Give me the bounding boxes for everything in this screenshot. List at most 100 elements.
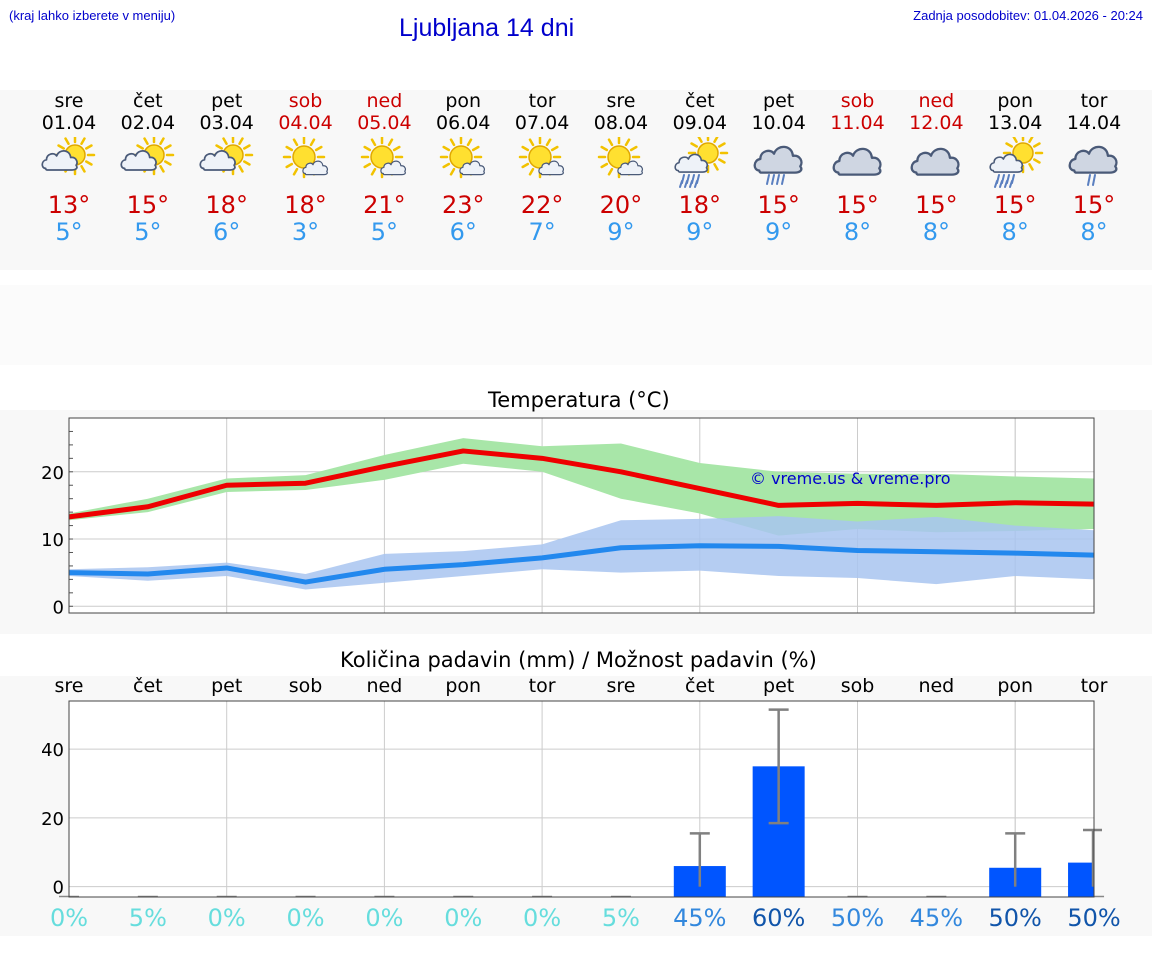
sun-small-cloud-icon	[440, 137, 486, 179]
min-temperature: 3°	[291, 218, 320, 246]
day-date: 01.04	[41, 112, 97, 134]
min-temperature: 8°	[1001, 218, 1029, 246]
max-temperature: 21°	[363, 191, 406, 219]
location-menu-hint: (kraj lahko izberete v meniju)	[9, 8, 176, 23]
sun-cloud-rain-icon	[674, 137, 729, 188]
day-name: sre	[54, 90, 84, 112]
precipitation-day-label: tor	[1080, 675, 1108, 697]
forecast-day: sre 01.04 13° 5°	[30, 90, 109, 246]
day-name: pon	[997, 90, 1034, 112]
sun-small-cloud-icon	[361, 137, 407, 179]
sun-small-cloud-icon	[282, 137, 328, 179]
precipitation-probability: 5%	[128, 904, 167, 932]
day-name: sob	[288, 90, 323, 112]
day-name: ned	[366, 90, 403, 112]
day-name: čet	[685, 90, 715, 112]
forecast-day: sre 08.04 20° 9°	[581, 90, 660, 246]
forecast-day: pet 10.04 15° 9°	[739, 90, 818, 246]
forecast-day: čet 09.04 18° 9°	[660, 90, 739, 246]
precipitation-day-label: čet	[685, 675, 715, 697]
max-temperature: 15°	[757, 191, 800, 219]
last-update: Zadnja posodobitev: 01.04.2026 - 20:24	[913, 8, 1143, 23]
day-name: pon	[445, 90, 482, 112]
precipitation-probability: 0%	[286, 904, 325, 932]
day-name: tor	[1080, 90, 1108, 112]
max-temperature: 15°	[993, 191, 1037, 219]
day-date: 06.04	[436, 112, 491, 134]
day-date: 14.04	[1066, 112, 1122, 134]
precipitation-day-label: sre	[54, 675, 84, 697]
day-name: ned	[918, 90, 955, 112]
max-temperature: 13°	[47, 191, 91, 219]
sun-small-cloud-icon	[597, 137, 643, 179]
precipitation-probability: 0%	[207, 904, 246, 932]
min-temperature: 9°	[765, 218, 793, 246]
forecast-day: pon 13.04 15° 8°	[976, 90, 1055, 246]
min-temperature: 6°	[449, 218, 477, 246]
max-temperature: 15°	[915, 191, 958, 219]
min-temperature: 8°	[1080, 218, 1108, 246]
min-temperature: 5°	[55, 218, 83, 246]
cloud-light-rain-icon	[1068, 145, 1118, 186]
daily-forecast-panel	[0, 90, 1152, 270]
day-date: 02.04	[120, 112, 176, 134]
precipitation-probability: 0%	[365, 904, 404, 932]
forecast-day: tor 07.04 22° 7°	[503, 90, 582, 246]
day-date: 13.04	[987, 112, 1043, 134]
precipitation-day-label: ned	[918, 675, 955, 697]
day-name: tor	[528, 90, 556, 112]
precipitation-day-label: čet	[133, 675, 163, 697]
max-temperature: 18°	[678, 191, 722, 219]
sun-cloud-icon	[41, 137, 96, 176]
day-date: 07.04	[514, 112, 570, 134]
page-title: Ljubljana 14 dni	[399, 14, 575, 42]
precipitation-probability: 0%	[444, 904, 483, 932]
precipitation-chart-title: Količina padavin (mm) / Možnost padavin …	[340, 648, 817, 672]
min-temperature: 5°	[370, 218, 399, 246]
day-date: 11.04	[830, 112, 885, 134]
min-temperature: 7°	[528, 218, 556, 246]
precipitation-day-label: tor	[528, 675, 556, 697]
min-temperature: 6°	[213, 218, 241, 246]
precipitation-probability: 50%	[830, 904, 885, 932]
precipitation-probability: 45%	[673, 904, 727, 932]
day-name: čet	[133, 90, 163, 112]
forecast-day: pet 03.04 18° 6°	[187, 90, 266, 246]
precipitation-probability: 45%	[909, 904, 964, 932]
forecast-day: čet 02.04 15° 5°	[108, 90, 187, 246]
sun-cloud-icon	[199, 137, 253, 176]
max-temperature: 18°	[284, 191, 327, 219]
precipitation-day-label: sob	[840, 675, 875, 697]
sun-small-cloud-icon	[518, 137, 565, 179]
day-name: sre	[606, 90, 636, 112]
precipitation-day-label: pet	[211, 675, 243, 697]
precipitation-probability: 50%	[1067, 904, 1121, 932]
spacer-panel	[0, 285, 1152, 365]
cloud-icon	[910, 147, 960, 176]
day-date: 10.04	[751, 112, 806, 134]
precipitation-day-label: pon	[997, 675, 1034, 697]
temperature-chart-title: Temperatura (°C)	[488, 388, 670, 412]
day-date: 09.04	[672, 112, 727, 134]
min-temperature: 8°	[922, 218, 950, 246]
precipitation-probability: 50%	[988, 904, 1042, 932]
sun-cloud-rain-icon	[989, 137, 1044, 188]
max-temperature: 18°	[205, 191, 248, 219]
day-date: 05.04	[357, 112, 412, 134]
max-temperature: 22°	[520, 191, 564, 219]
forecast-day: pon 06.04 23° 6°	[424, 90, 503, 246]
day-date: 04.04	[278, 112, 333, 134]
min-temperature: 9°	[607, 218, 635, 246]
forecast-day: ned 05.04 21° 5°	[345, 90, 424, 246]
sun-cloud-icon	[120, 137, 175, 176]
cloud-icon	[832, 147, 882, 176]
cloud-rain-icon	[753, 145, 803, 185]
precipitation-probability: 0%	[523, 904, 562, 932]
forecast-day: ned 12.04 15° 8°	[897, 90, 976, 246]
max-temperature: 15°	[1072, 191, 1116, 219]
min-temperature: 8°	[843, 218, 872, 246]
max-temperature: 20°	[599, 191, 643, 219]
forecast-day: tor 14.04 15° 8°	[1055, 90, 1134, 246]
max-temperature: 15°	[836, 191, 879, 219]
forecast-day: sob 04.04 18° 3°	[266, 90, 345, 246]
